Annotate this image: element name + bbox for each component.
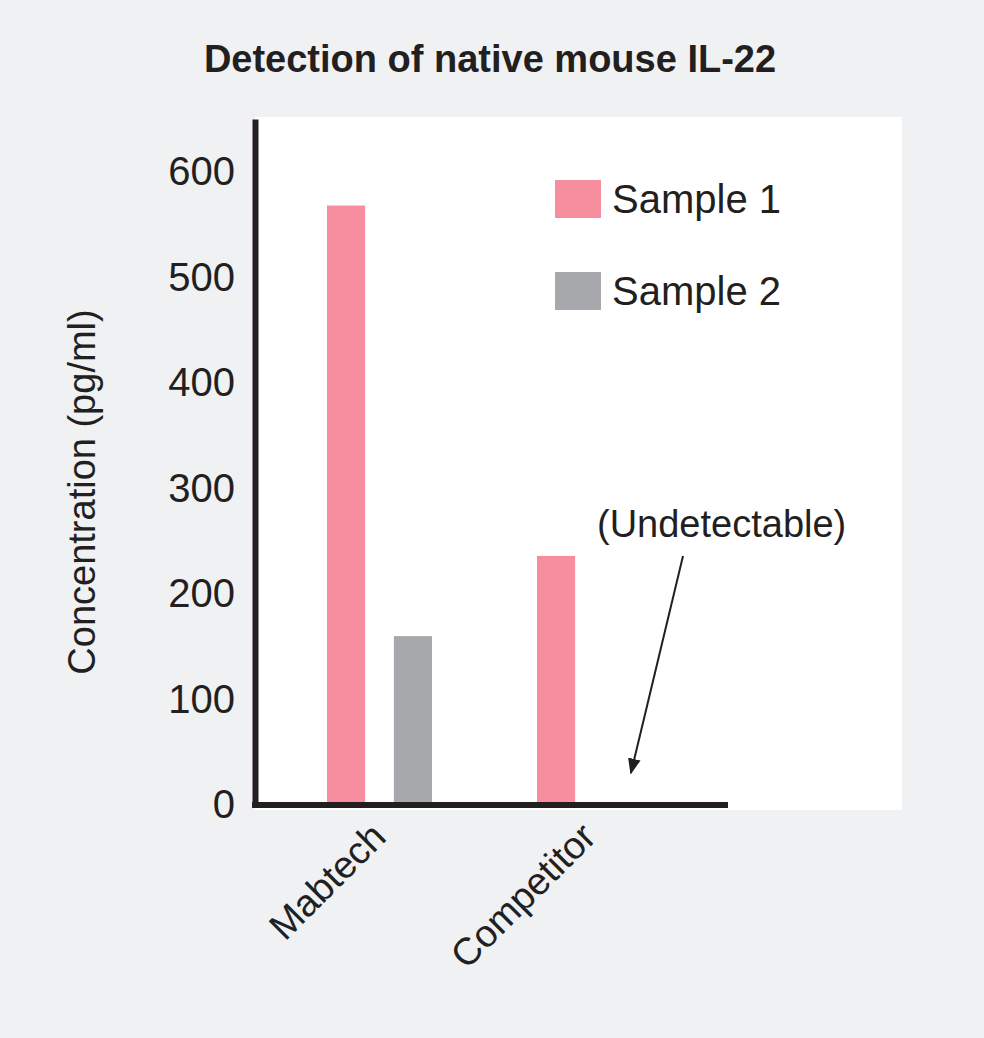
- x-tick-label: Mabtech: [261, 815, 394, 948]
- chart: Detection of native mouse IL-22 0 100 200 30…: [0, 0, 984, 1038]
- x-tick: Competitor: [443, 805, 604, 976]
- legend-label: Sample 2: [612, 269, 781, 313]
- legend-swatch: [555, 180, 601, 218]
- background: [0, 0, 984, 1038]
- x-axis: Mabtech Competitor: [252, 805, 728, 976]
- x-tick: Mabtech: [261, 805, 394, 948]
- annotation-arrow: [631, 556, 683, 773]
- x-axis-line: [252, 802, 728, 808]
- y-tick-label: 300: [168, 466, 235, 510]
- y-axis-title: Concentration (pg/ml): [61, 309, 103, 674]
- y-tick-label: 200: [168, 571, 235, 615]
- annotation: (Undetectable): [597, 503, 846, 545]
- y-axis: 0 100 200 300 400 500 600: [168, 120, 255, 827]
- y-tick: 200: [168, 571, 255, 615]
- y-tick: 100: [168, 677, 255, 721]
- y-tick: 600: [168, 149, 255, 193]
- y-tick-label: 500: [168, 255, 235, 299]
- y-tick: 400: [168, 360, 255, 404]
- bar: [327, 206, 365, 805]
- y-tick-label: 0: [213, 782, 235, 826]
- bar: [537, 556, 575, 805]
- y-tick: 500: [168, 255, 255, 299]
- y-tick: 300: [168, 466, 255, 510]
- y-tick-label: 100: [168, 677, 235, 721]
- legend-label: Sample 1: [612, 177, 781, 221]
- y-axis-line: [253, 120, 259, 806]
- y-tick: 0: [213, 782, 255, 826]
- title: Detection of native mouse IL-22: [204, 38, 776, 80]
- y-tick-label: 400: [168, 360, 235, 404]
- x-tick-label: Competitor: [443, 815, 604, 976]
- legend: Sample 1 Sample 2: [555, 177, 781, 313]
- y-tick-label: 600: [168, 149, 235, 193]
- bar: [394, 636, 432, 805]
- plot-background: [255, 117, 902, 810]
- legend-swatch: [555, 272, 601, 310]
- bars: [327, 206, 575, 805]
